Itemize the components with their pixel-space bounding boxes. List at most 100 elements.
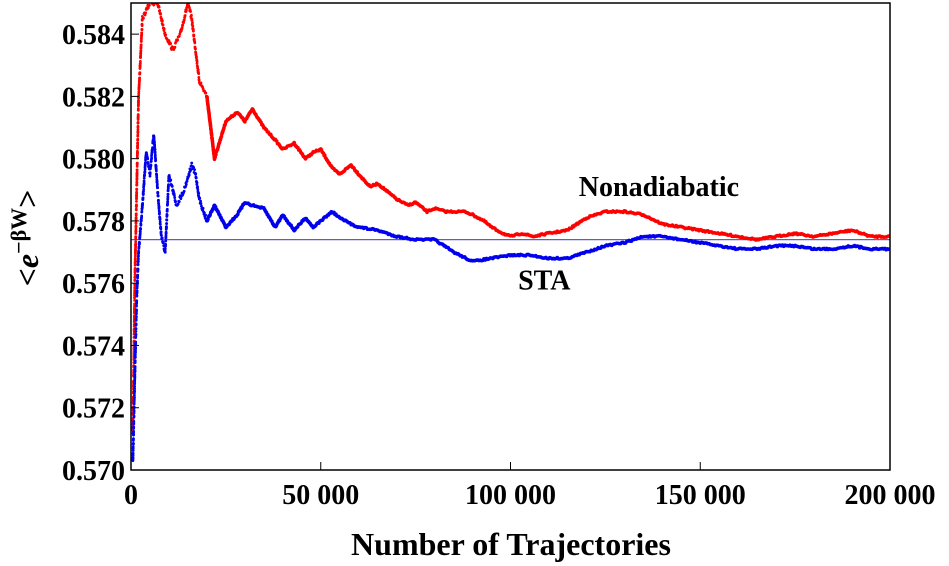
data-point <box>177 34 181 38</box>
data-point <box>173 196 177 200</box>
data-point <box>195 55 198 59</box>
data-point <box>154 158 158 162</box>
data-point <box>157 198 160 202</box>
data-point <box>192 166 196 169</box>
data-point <box>136 124 140 128</box>
data-point <box>166 200 170 204</box>
data-point <box>161 23 165 27</box>
data-point <box>141 196 145 200</box>
data-point <box>139 40 143 43</box>
data-point <box>148 171 152 175</box>
data-point <box>173 193 176 197</box>
data-point <box>153 151 157 155</box>
data-point <box>132 432 135 436</box>
data-point <box>142 176 146 180</box>
data-point <box>139 52 143 56</box>
data-point <box>143 13 147 17</box>
data-point <box>132 396 136 399</box>
data-point <box>165 213 169 217</box>
data-point <box>142 191 145 195</box>
data-point <box>140 24 144 28</box>
data-point <box>135 164 139 168</box>
data-point <box>157 5 161 9</box>
x-tick-label: 200 000 <box>845 480 936 511</box>
data-point <box>158 9 162 12</box>
data-point <box>134 221 138 225</box>
data-point <box>136 268 140 271</box>
data-point <box>134 327 138 330</box>
ticks-layer: 0 50 000 100 000 150 000 200 000 0.570 0.572 0.… <box>62 20 936 511</box>
data-point <box>192 33 196 37</box>
data-point <box>133 296 137 300</box>
data-point <box>135 190 139 194</box>
data-point <box>137 102 140 105</box>
y-axis-label-lt: < <box>9 268 45 286</box>
data-point <box>135 188 139 192</box>
data-point <box>134 248 137 252</box>
data-point <box>143 164 147 167</box>
series-sta <box>131 134 890 463</box>
data-point <box>162 241 165 245</box>
data-point <box>137 250 141 254</box>
data-point <box>136 151 139 155</box>
data-point <box>146 6 150 10</box>
data-point <box>136 279 139 283</box>
data-point <box>194 47 197 51</box>
data-point <box>166 192 170 196</box>
data-point <box>140 31 144 35</box>
data-point <box>142 187 146 191</box>
data-point <box>144 11 148 15</box>
data-point <box>134 330 138 333</box>
data-point <box>136 137 140 141</box>
data-point <box>196 185 200 189</box>
data-point <box>182 21 186 24</box>
data-point <box>133 273 137 277</box>
data-point <box>132 437 135 441</box>
data-point <box>135 203 138 207</box>
y-tick-label: 0.578 <box>62 207 125 238</box>
y-axis-label-exponent: −βW <box>6 208 31 254</box>
data-point <box>131 452 135 456</box>
data-point <box>135 304 138 308</box>
data-point <box>135 168 139 172</box>
data-point <box>154 169 158 173</box>
data-point <box>189 10 192 13</box>
data-point <box>138 241 141 245</box>
data-point <box>133 254 137 258</box>
data-point <box>135 293 139 297</box>
data-point <box>204 91 208 95</box>
data-point <box>137 98 140 102</box>
data-point <box>157 205 161 209</box>
data-point <box>134 240 138 243</box>
data-point <box>135 308 138 312</box>
data-point <box>156 194 160 198</box>
data-point <box>158 210 161 214</box>
data-point <box>132 422 136 425</box>
data-point <box>133 298 136 302</box>
data-point <box>165 218 169 222</box>
data-point <box>165 207 169 211</box>
data-point <box>140 27 144 31</box>
data-point <box>201 206 205 210</box>
data-point <box>135 161 139 165</box>
data-point <box>159 230 163 234</box>
data-point <box>135 177 139 181</box>
data-point <box>134 315 138 318</box>
data-point <box>164 231 168 235</box>
data-point <box>134 322 138 326</box>
data-point <box>146 161 150 165</box>
data-point <box>157 207 161 211</box>
data-point <box>133 373 137 376</box>
data-point <box>138 59 142 63</box>
data-point <box>197 72 201 76</box>
data-point <box>134 230 138 234</box>
data-point <box>134 224 138 228</box>
annotation-layer: Nonadiabatic STA <box>518 172 739 296</box>
data-point <box>166 189 170 192</box>
data-point <box>194 176 198 180</box>
data-point <box>133 275 137 279</box>
data-point <box>136 130 140 134</box>
data-point <box>174 200 178 204</box>
data-point <box>133 385 137 388</box>
data-point <box>136 133 140 137</box>
